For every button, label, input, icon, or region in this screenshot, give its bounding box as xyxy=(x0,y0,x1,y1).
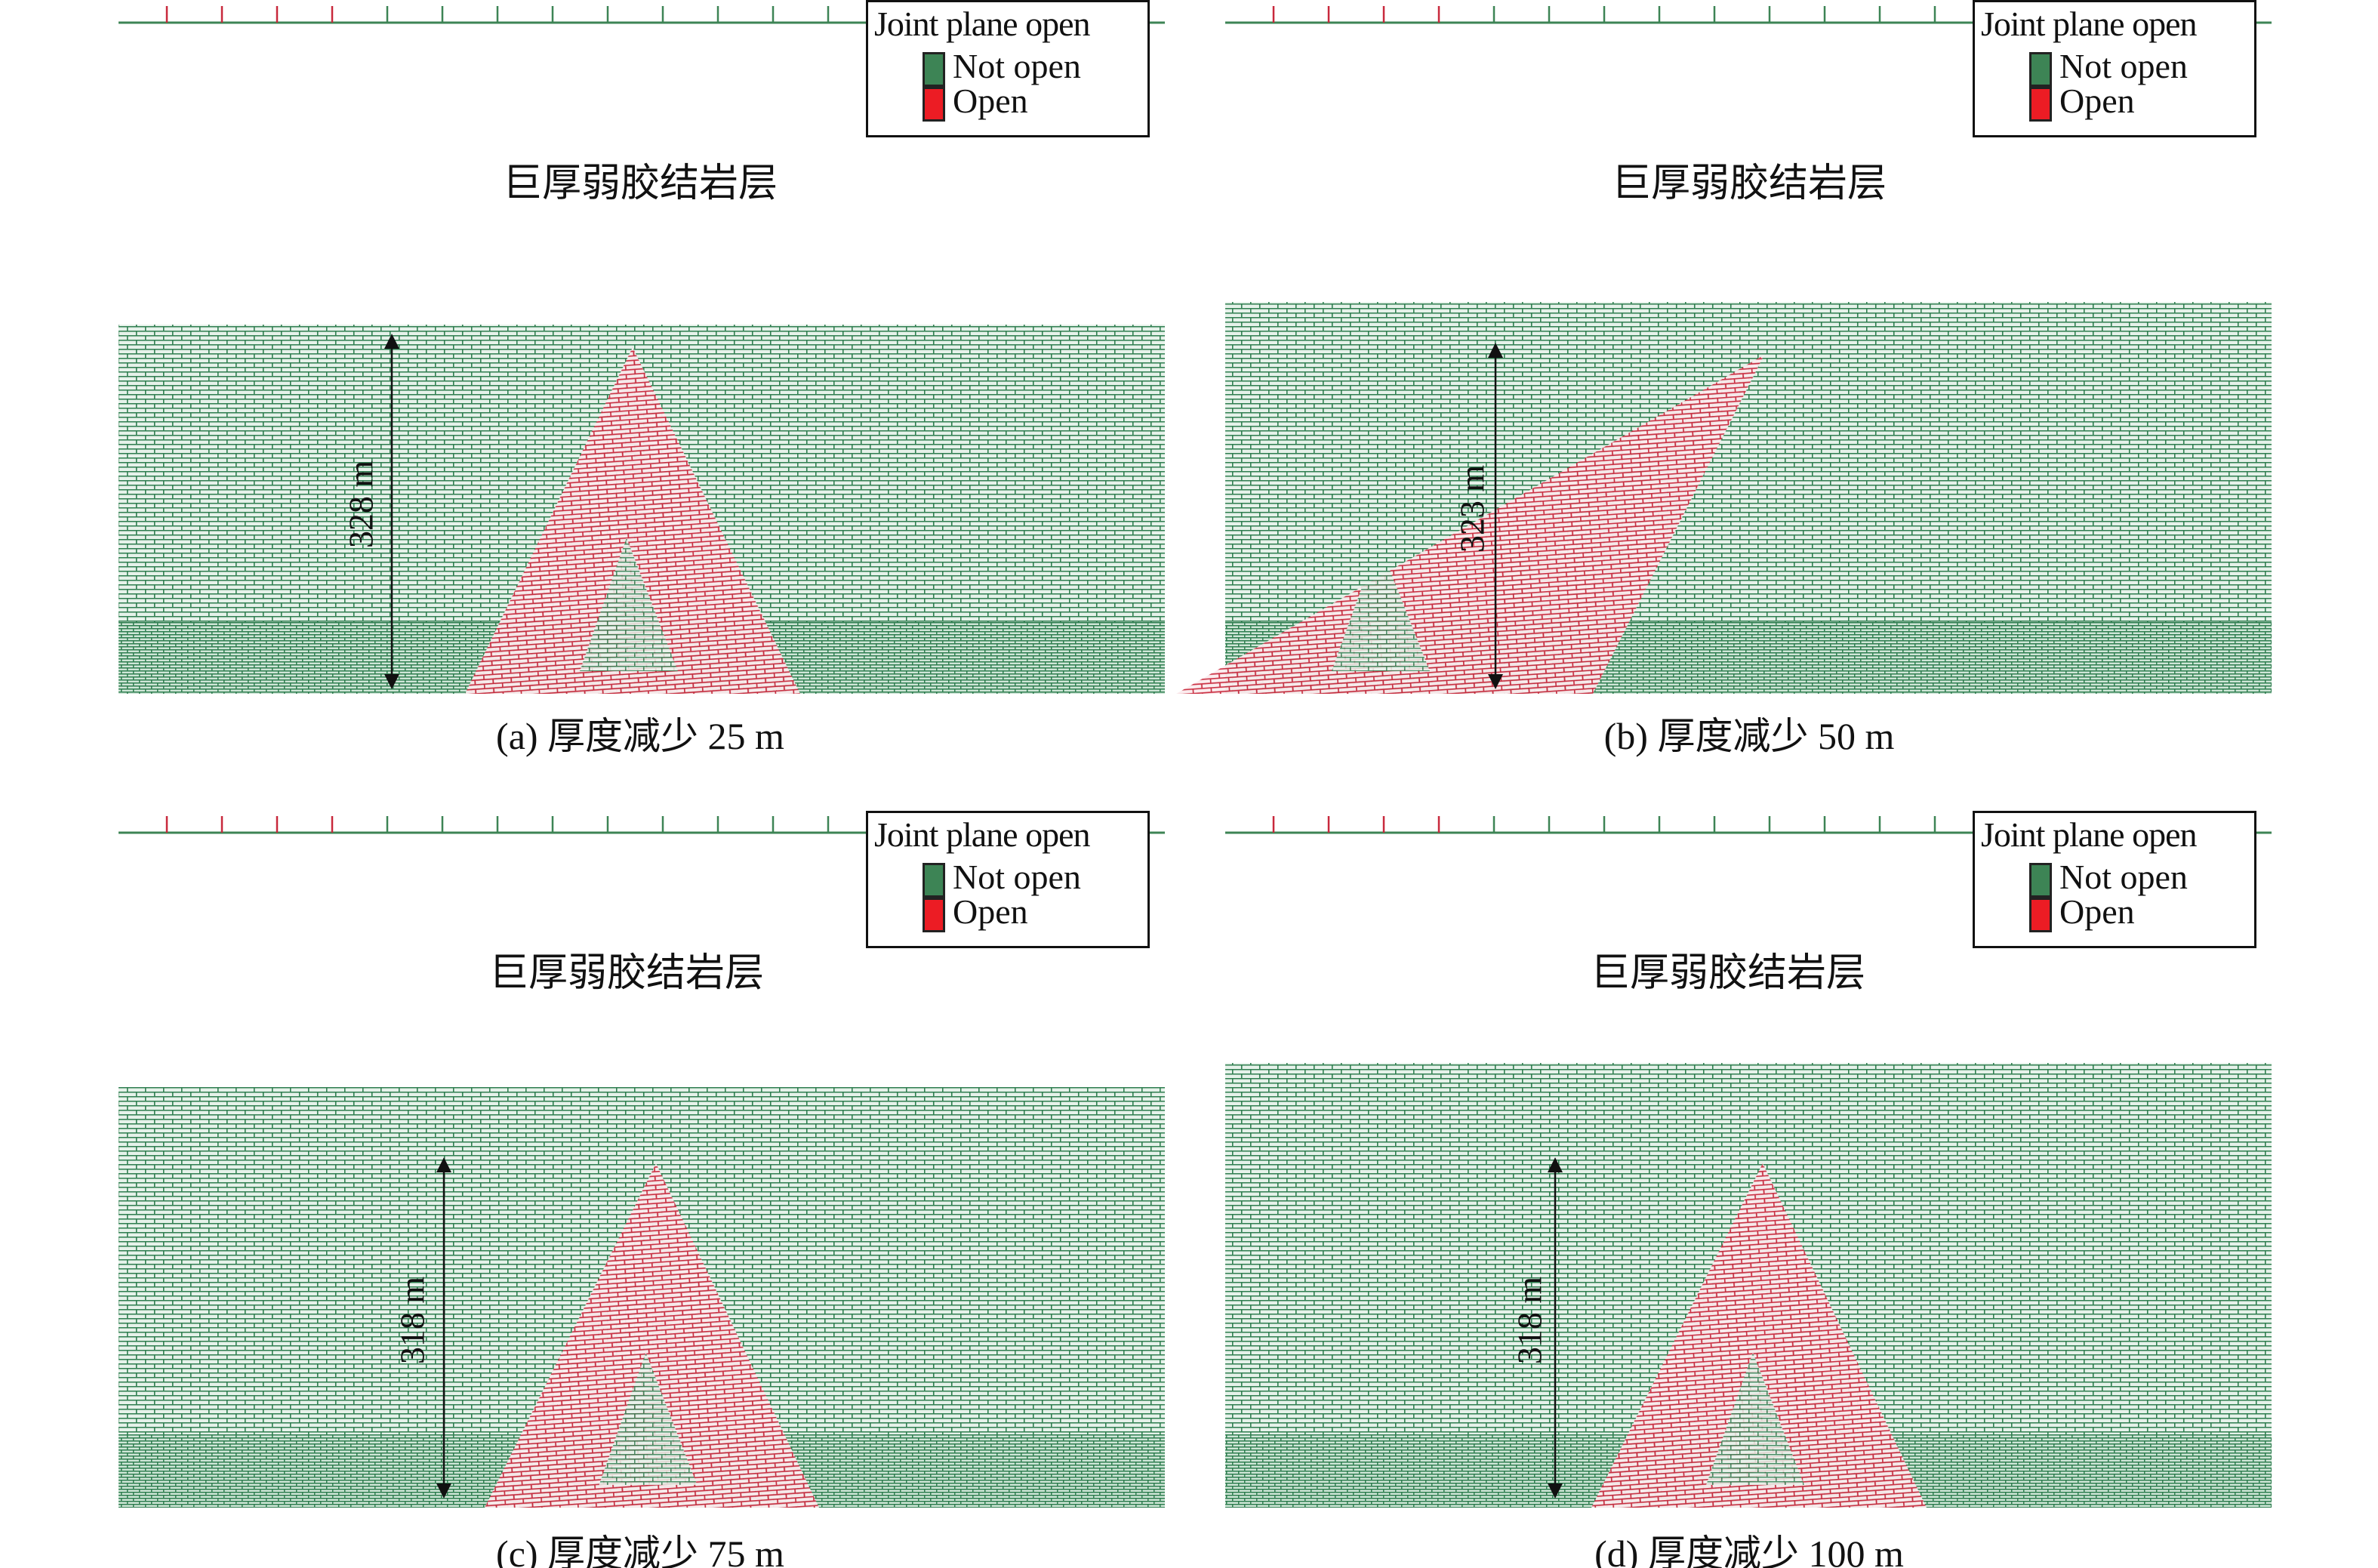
not-open-swatch xyxy=(923,52,945,87)
legend-label-not-open: Not open xyxy=(2059,47,2188,85)
intact-core-zone xyxy=(580,538,678,671)
open-joint-zone xyxy=(1591,1163,1927,1508)
legend-box: Joint plane open Not open Open xyxy=(1973,0,2256,137)
open-swatch xyxy=(2029,87,2052,122)
height-dimension-label: 323 m xyxy=(1452,464,1492,553)
open-swatch xyxy=(2029,898,2052,932)
legend-label-not-open: Not open xyxy=(2059,858,2188,896)
legend-label-open: Open xyxy=(953,82,1028,120)
not-open-swatch xyxy=(2029,863,2052,898)
stratum-title: 巨厚弱胶结岩层 xyxy=(1611,162,1887,205)
panel-caption: (b) 厚度减少 50 m xyxy=(1603,715,1895,757)
open-swatch xyxy=(923,87,945,122)
open-joint-zone xyxy=(1176,355,1764,694)
height-dimension-label: 318 m xyxy=(393,1276,432,1365)
legend-box: Joint plane open Not open Open xyxy=(1973,811,2256,948)
legend-title: Joint plane open xyxy=(1981,815,2197,854)
panel-caption: (c) 厚度减少 75 m xyxy=(496,1533,784,1568)
height-dimension-label: 328 m xyxy=(341,460,380,548)
legend-label-open: Open xyxy=(953,892,1028,931)
not-open-swatch xyxy=(2029,52,2052,87)
stratum-title: 巨厚弱胶结岩层 xyxy=(1590,952,1866,995)
panel-caption: (a) 厚度减少 25 m xyxy=(496,715,784,757)
open-swatch xyxy=(923,898,945,932)
intact-core-zone xyxy=(599,1352,698,1485)
stratum-title: 巨厚弱胶结岩层 xyxy=(502,162,778,205)
legend-box: Joint plane open Not open Open xyxy=(866,811,1150,948)
legend-label-not-open: Not open xyxy=(953,47,1081,85)
legend-title: Joint plane open xyxy=(874,5,1090,43)
open-joint-zone xyxy=(465,347,800,694)
legend-title: Joint plane open xyxy=(1981,5,2197,43)
panel-caption: (d) 厚度减少 100 m xyxy=(1594,1533,1904,1568)
legend-label-open: Open xyxy=(2059,82,2135,120)
intact-core-zone xyxy=(1332,541,1430,671)
intact-core-zone xyxy=(1706,1352,1804,1485)
not-open-swatch xyxy=(923,863,945,898)
stratum-title: 巨厚弱胶结岩层 xyxy=(488,952,765,995)
legend-label-not-open: Not open xyxy=(953,858,1081,896)
legend-box: Joint plane open Not open Open xyxy=(866,0,1150,137)
height-dimension-label: 318 m xyxy=(1510,1276,1549,1365)
open-joint-zone xyxy=(485,1163,819,1508)
legend-label-open: Open xyxy=(2059,892,2135,931)
legend-title: Joint plane open xyxy=(874,815,1090,854)
